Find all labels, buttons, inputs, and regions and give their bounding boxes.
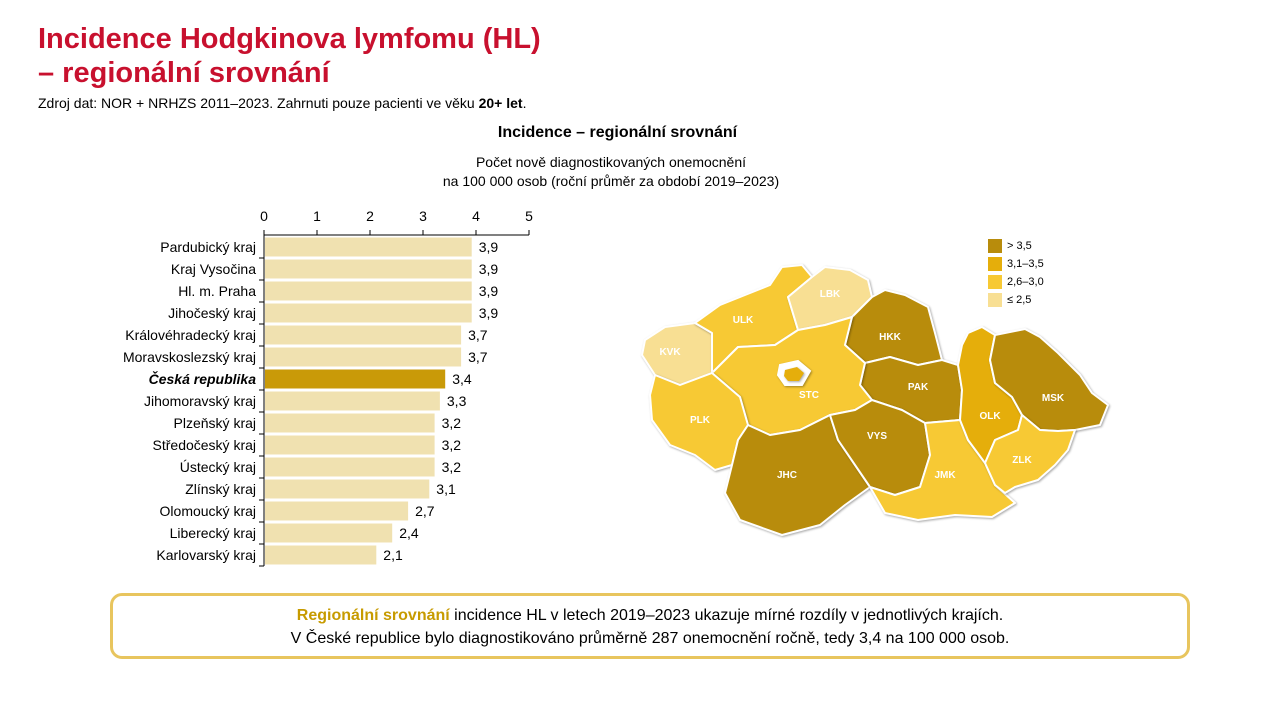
x-tick-label: 0 <box>260 208 268 224</box>
summary-line1: Regionální srovnání incidence HL v letec… <box>113 604 1187 627</box>
category-label: Hl. m. Praha <box>178 283 256 299</box>
value-label: 3,1 <box>436 481 456 497</box>
bar <box>265 237 472 257</box>
map-label-zlk: ZLK <box>1012 455 1032 466</box>
category-label: Jihomoravský kraj <box>144 393 256 409</box>
map-label-vys: VYS <box>867 431 887 442</box>
value-label: 3,7 <box>468 349 488 365</box>
value-label: 3,2 <box>442 459 462 475</box>
bar-chart: 0 1 2 3 4 5 Pardubický kraj 3,9 Kraj Vysočina 3,9… <box>123 208 533 567</box>
map-region-jhc <box>724 414 871 536</box>
category-label: Liberecký kraj <box>170 525 256 541</box>
chart-subtitle-line1: Počet nově diagnostikovaných onemocnění <box>475 154 747 170</box>
value-label: 2,7 <box>415 503 435 519</box>
source-end: . <box>522 95 527 111</box>
map-label-pak: PAK <box>908 382 929 393</box>
x-tick-label: 4 <box>472 208 480 224</box>
legend-item: ≤ 2,5 <box>988 291 1044 309</box>
bar <box>265 303 472 323</box>
bar <box>265 391 440 411</box>
bar <box>265 435 435 455</box>
category-label: Ústecký kraj <box>180 459 256 475</box>
map-label-olk: OLK <box>979 411 1001 422</box>
bar <box>265 259 472 279</box>
bar <box>265 523 393 543</box>
value-label: 3,2 <box>442 415 462 431</box>
value-label: 3,4 <box>452 371 472 387</box>
legend-swatch <box>988 275 1002 289</box>
chart-subtitle-line2: na 100 000 osob (roční průměr za období … <box>442 173 780 189</box>
category-label: Středočeský kraj <box>153 437 256 453</box>
category-label: Olomoucký kraj <box>160 503 256 519</box>
bar <box>265 325 462 345</box>
bar <box>265 457 435 477</box>
category-label: Česká republika <box>149 370 257 387</box>
value-label: 2,1 <box>383 547 403 563</box>
map-label-lbk: LBK <box>820 289 841 300</box>
summary-line1-text: incidence HL v letech 2019–2023 ukazuje … <box>449 607 1004 624</box>
page-title-line1: Incidence Hodgkinova lymfomu (HL) <box>38 23 541 55</box>
category-label: Zlínský kraj <box>185 481 256 497</box>
legend-item: 3,1–3,5 <box>988 255 1044 273</box>
map-label-plk: PLK <box>690 415 711 426</box>
bar <box>265 281 472 301</box>
region-map: KVK ULK LBK HKK PAK STC PLK JHC VYS JMK OLK MSK ZLK <box>641 264 1109 536</box>
value-label: 3,3 <box>447 393 467 409</box>
map-label-msk: MSK <box>1042 393 1065 404</box>
legend-item: 2,6–3,0 <box>988 273 1044 291</box>
map-label-jmk: JMK <box>934 470 956 481</box>
legend-label: > 3,5 <box>1007 240 1032 252</box>
value-label: 2,4 <box>399 525 419 541</box>
value-label: 3,7 <box>468 327 488 343</box>
source-text: Zdroj dat: NOR + NRHZS 2011–2023. Zahrnu… <box>38 95 479 111</box>
map-region-zlk <box>984 414 1076 494</box>
source-age: 20+ let <box>478 95 523 111</box>
x-tick-label: 3 <box>419 208 427 224</box>
chart-title: Incidence – regionální srovnání <box>497 124 738 141</box>
category-label: Kraj Vysočina <box>171 261 256 277</box>
x-tick-label: 2 <box>366 208 374 224</box>
legend-swatch <box>988 239 1002 253</box>
summary-highlight: Regionální srovnání <box>296 607 450 624</box>
legend-item: > 3,5 <box>988 237 1044 255</box>
data-source: Zdroj dat: NOR + NRHZS 2011–2023. Zahrnu… <box>38 95 526 111</box>
page-title-line2: – regionální srovnání <box>38 57 330 89</box>
x-tick-label: 1 <box>313 208 321 224</box>
chart-subtitle: Počet nově diagnostikovaných onemocnění … <box>0 153 1222 191</box>
map-label-hkk: HKK <box>879 332 901 343</box>
legend-swatch <box>988 293 1002 307</box>
page-title: Incidence Hodgkinova lymfomu (HL) – regi… <box>38 22 541 90</box>
map-legend: > 3,5 3,1–3,5 2,6–3,0 ≤ 2,5 <box>988 237 1044 309</box>
category-label: Moravskoslezský kraj <box>123 349 256 365</box>
summary-note: Regionální srovnání incidence HL v letec… <box>110 593 1190 659</box>
map-label-ulk: ULK <box>733 315 754 326</box>
value-label: 3,2 <box>442 437 462 453</box>
category-label: Plzeňský kraj <box>174 415 256 431</box>
map-label-kvk: KVK <box>659 347 681 358</box>
category-label: Jihočeský kraj <box>168 305 256 321</box>
legend-swatch <box>988 257 1002 271</box>
legend-label: ≤ 2,5 <box>1007 294 1032 306</box>
category-label: Pardubický kraj <box>160 239 256 255</box>
legend-label: 3,1–3,5 <box>1007 258 1044 270</box>
summary-line2: V České republice bylo diagnostikováno p… <box>290 630 1010 647</box>
map-region-praha-inner <box>784 367 804 381</box>
bar <box>265 545 377 565</box>
bar <box>265 413 435 433</box>
bar <box>265 347 462 367</box>
category-label: Karlovarský kraj <box>156 547 256 563</box>
bar <box>265 479 430 499</box>
value-label: 3,9 <box>479 283 499 299</box>
category-label: Královéhradecký kraj <box>125 327 256 343</box>
legend-label: 2,6–3,0 <box>1007 276 1044 288</box>
map-region-msk <box>989 328 1109 432</box>
value-label: 3,9 <box>479 239 499 255</box>
bar-highlight <box>265 369 446 389</box>
bar <box>265 501 409 521</box>
x-tick-label: 5 <box>525 208 533 224</box>
value-label: 3,9 <box>479 305 499 321</box>
map-label-stc: STC <box>799 390 819 401</box>
map-label-jhc: JHC <box>777 470 797 481</box>
value-label: 3,9 <box>479 261 499 277</box>
